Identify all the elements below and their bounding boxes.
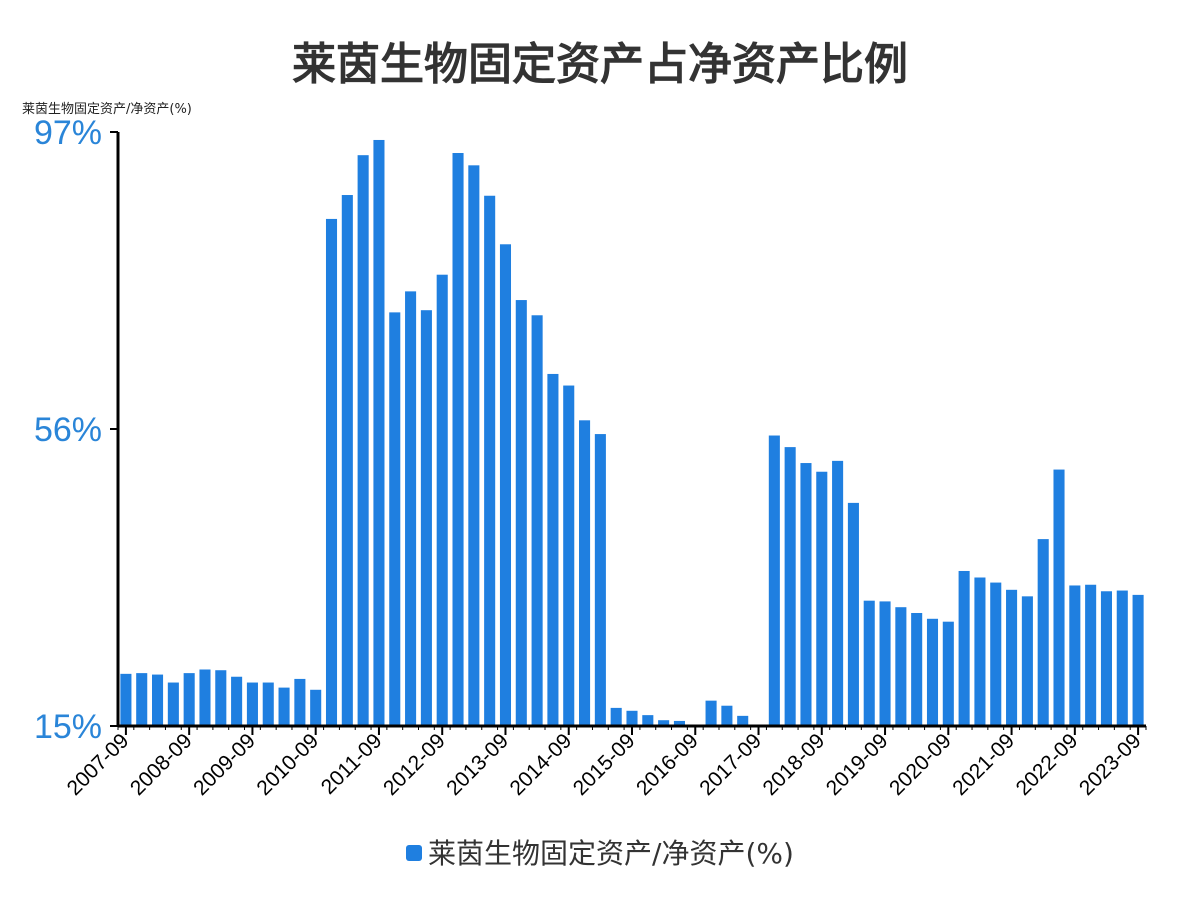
bar <box>1132 594 1144 726</box>
bar <box>990 582 1002 726</box>
bar <box>626 710 638 726</box>
bar <box>1053 469 1065 726</box>
x-tick-label: 2023-09 <box>1075 729 1146 800</box>
bar <box>958 570 970 726</box>
bar <box>642 715 654 726</box>
bar <box>389 312 401 726</box>
x-tick-label: 2021-09 <box>948 729 1019 800</box>
bar <box>1006 589 1018 726</box>
bars-group <box>120 139 1144 727</box>
x-tick-label: 2012-09 <box>379 729 450 800</box>
x-tick-label: 2019-09 <box>822 729 893 800</box>
bar <box>1116 590 1128 726</box>
bar <box>262 682 274 726</box>
bar <box>231 676 243 726</box>
y-tick-label: 97% <box>34 114 102 152</box>
bar <box>863 600 875 726</box>
bar <box>705 700 717 726</box>
bar <box>199 669 211 726</box>
bar <box>325 218 338 727</box>
bar <box>436 274 448 726</box>
bar <box>278 687 290 726</box>
bar <box>784 447 796 726</box>
bar <box>136 673 148 726</box>
bar <box>673 720 685 726</box>
bar <box>215 670 227 726</box>
bar <box>1037 539 1049 726</box>
chart-title: 莱茵生物固定资产占净资产比例 <box>292 39 908 90</box>
x-tick-label: 2008-09 <box>126 729 197 800</box>
legend-label: 莱茵生物固定资产/净资产(%) <box>428 837 794 870</box>
x-tick-label: 2018-09 <box>759 729 830 800</box>
bar <box>1085 584 1097 726</box>
bar <box>531 315 543 726</box>
bar <box>341 195 353 726</box>
bar <box>911 612 923 726</box>
bar <box>357 155 369 726</box>
bar <box>816 471 828 726</box>
bar <box>1069 585 1081 726</box>
bar <box>420 310 432 726</box>
x-tick-label: 2009-09 <box>189 729 260 800</box>
bar <box>484 195 496 726</box>
bar <box>405 291 417 726</box>
x-tick-label: 2020-09 <box>885 729 956 800</box>
bar <box>879 601 891 726</box>
y-tick-label: 56% <box>34 411 102 449</box>
bar <box>1021 596 1033 726</box>
bar <box>152 674 164 726</box>
x-tick-label: 2010-09 <box>252 729 323 800</box>
x-tick-label: 2022-09 <box>1012 729 1083 800</box>
bar <box>658 720 670 726</box>
bar <box>721 705 733 726</box>
bar <box>942 621 954 726</box>
bar <box>579 420 591 726</box>
bar <box>800 463 812 726</box>
bar <box>310 689 322 726</box>
x-tick-label: 2011-09 <box>317 729 387 799</box>
bar <box>895 607 907 726</box>
bar <box>832 460 844 726</box>
bar <box>737 715 749 726</box>
bar <box>246 682 258 726</box>
bar <box>499 244 512 726</box>
x-tick-label: 2015-09 <box>569 729 640 800</box>
x-tick-label: 2016-09 <box>632 729 703 800</box>
x-tick-label: 2013-09 <box>442 729 513 800</box>
bar <box>120 673 132 726</box>
bar <box>167 682 179 726</box>
y-tick-label: 15% <box>34 708 102 746</box>
bar <box>515 300 527 726</box>
bar <box>926 618 939 726</box>
bar <box>563 385 575 726</box>
bar <box>452 153 464 726</box>
bar <box>1100 591 1112 726</box>
y-axis-label: 莱茵生物固定资产/净资产(%) <box>22 102 192 117</box>
bar <box>294 678 306 726</box>
x-tick-label: 2014-09 <box>506 729 577 800</box>
legend-swatch <box>406 845 423 861</box>
bar <box>974 577 986 726</box>
bar <box>594 434 606 726</box>
bar <box>468 165 480 726</box>
x-tick-label: 2017-09 <box>695 729 766 800</box>
bar <box>610 707 622 726</box>
bar <box>373 139 385 727</box>
bar <box>183 673 195 726</box>
bar <box>768 435 780 726</box>
bar <box>547 373 559 726</box>
legend[interactable]: 莱茵生物固定资产/净资产(%) <box>0 832 1200 872</box>
bar <box>847 502 859 726</box>
